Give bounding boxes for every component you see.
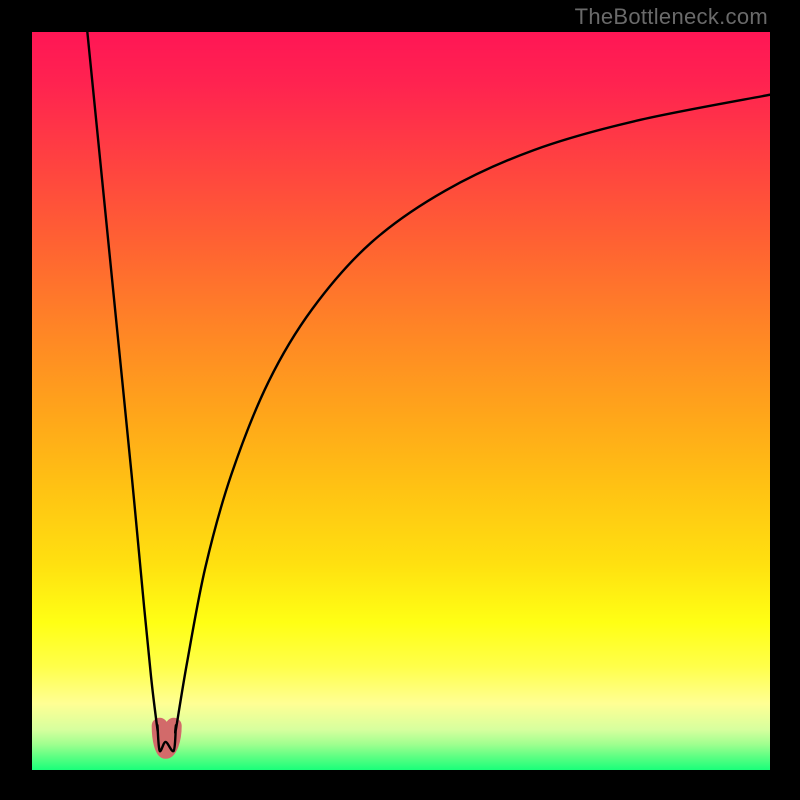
plot-area xyxy=(32,32,770,770)
bottleneck-curve xyxy=(87,32,770,751)
curve-layer xyxy=(32,32,770,770)
chart-root: TheBottleneck.com xyxy=(0,0,800,800)
watermark-text: TheBottleneck.com xyxy=(575,4,768,30)
